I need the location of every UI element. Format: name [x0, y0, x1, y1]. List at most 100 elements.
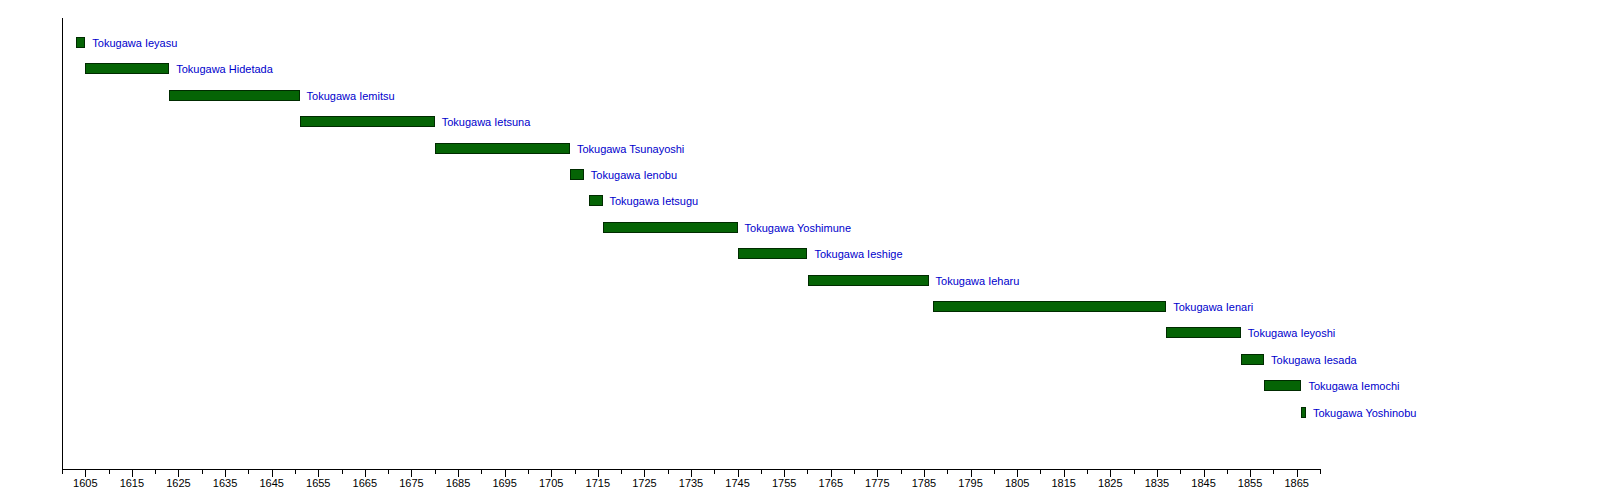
x-axis-tick-label: 1835 — [1145, 477, 1169, 489]
x-axis-major-tick — [272, 470, 273, 477]
x-axis-minor-tick — [481, 470, 482, 474]
x-axis-major-tick — [924, 470, 925, 477]
x-axis-tick-label: 1615 — [120, 477, 144, 489]
x-axis-tick-label: 1815 — [1051, 477, 1075, 489]
reign-bar — [435, 143, 570, 154]
reign-label[interactable]: Tokugawa Iesada — [1271, 355, 1357, 366]
reign-bar — [1301, 407, 1306, 418]
x-axis-major-tick — [1297, 470, 1298, 477]
x-axis-minor-tick — [668, 470, 669, 474]
x-axis-tick-label: 1805 — [1005, 477, 1029, 489]
reign-label[interactable]: Tokugawa Iemochi — [1308, 381, 1399, 392]
reign-label[interactable]: Tokugawa Ieyasu — [92, 38, 177, 49]
reign-label[interactable]: Tokugawa Tsunayoshi — [577, 144, 684, 155]
x-axis-major-tick — [644, 470, 645, 477]
x-axis-minor-tick — [295, 470, 296, 474]
x-axis-major-tick — [1250, 470, 1251, 477]
x-axis-tick-label: 1715 — [586, 477, 610, 489]
x-axis-minor-tick — [854, 470, 855, 474]
reign-label[interactable]: Tokugawa Ietsugu — [610, 196, 699, 207]
reign-label[interactable]: Tokugawa Ieshige — [815, 249, 903, 260]
y-axis-spine — [62, 18, 63, 469]
reign-bar — [603, 222, 738, 233]
x-axis-tick-label: 1735 — [679, 477, 703, 489]
x-axis-tick-label: 1775 — [865, 477, 889, 489]
reign-bar — [808, 275, 929, 286]
x-axis-major-tick — [85, 470, 86, 477]
x-axis-tick-label: 1865 — [1284, 477, 1308, 489]
reign-label[interactable]: Tokugawa Ieharu — [936, 276, 1020, 287]
x-axis-major-tick — [365, 470, 366, 477]
x-axis-tick-label: 1765 — [819, 477, 843, 489]
x-axis-minor-tick — [109, 470, 110, 474]
x-axis-minor-tick — [1087, 470, 1088, 474]
x-axis-minor-tick — [761, 470, 762, 474]
reign-bar — [570, 169, 584, 180]
tokugawa-shogun-timeline-chart: 1605 1615 1625 1635 1645 1655 1665 1675 1685 1695… — [0, 0, 1600, 500]
reign-bar — [933, 301, 1166, 312]
x-axis-minor-tick — [947, 470, 948, 474]
x-axis-major-tick — [1157, 470, 1158, 477]
reign-bar — [1241, 354, 1264, 365]
x-axis-tick-label: 1825 — [1098, 477, 1122, 489]
x-axis-minor-tick — [575, 470, 576, 474]
reign-label[interactable]: Tokugawa Hidetada — [176, 64, 273, 75]
x-axis-major-tick — [1064, 470, 1065, 477]
x-axis-tick-label: 1695 — [492, 477, 516, 489]
x-axis-major-tick — [458, 470, 459, 477]
x-axis-minor-tick — [248, 470, 249, 474]
x-axis-major-tick — [877, 470, 878, 477]
x-axis-major-tick — [1204, 470, 1205, 477]
reign-bar — [85, 63, 169, 74]
reign-bar — [300, 116, 435, 127]
x-axis-tick-label: 1725 — [632, 477, 656, 489]
x-axis-major-tick — [598, 470, 599, 477]
x-axis-major-tick — [831, 470, 832, 477]
x-axis-tick-label: 1635 — [213, 477, 237, 489]
x-axis-tick-label: 1605 — [73, 477, 97, 489]
x-axis-minor-tick — [62, 470, 63, 474]
reign-label[interactable]: Tokugawa Ieyoshi — [1248, 328, 1335, 339]
x-axis-minor-tick — [528, 470, 529, 474]
x-axis-minor-tick — [1040, 470, 1041, 474]
reign-bar — [1166, 327, 1241, 338]
reign-bar — [169, 90, 300, 101]
reign-label[interactable]: Tokugawa Ienobu — [591, 170, 677, 181]
reign-label[interactable]: Tokugawa Yoshimune — [745, 223, 851, 234]
x-axis-tick-label: 1755 — [772, 477, 796, 489]
x-axis-minor-tick — [994, 470, 995, 474]
x-axis-tick-label: 1845 — [1191, 477, 1215, 489]
x-axis-minor-tick — [202, 470, 203, 474]
x-axis-tick-label: 1625 — [166, 477, 190, 489]
reign-label[interactable]: Tokugawa Iemitsu — [307, 91, 395, 102]
x-axis-major-tick — [1017, 470, 1018, 477]
reign-bar — [738, 248, 808, 259]
x-axis-major-tick — [225, 470, 226, 477]
reign-bar — [1264, 380, 1301, 391]
x-axis-major-tick — [178, 470, 179, 477]
x-axis-minor-tick — [1180, 470, 1181, 474]
x-axis-tick-label: 1795 — [958, 477, 982, 489]
x-axis-minor-tick — [1134, 470, 1135, 474]
reign-label[interactable]: Tokugawa Ienari — [1173, 302, 1253, 313]
x-axis-major-tick — [971, 470, 972, 477]
x-axis-tick-label: 1745 — [725, 477, 749, 489]
x-axis-minor-tick — [388, 470, 389, 474]
x-axis-major-tick — [551, 470, 552, 477]
x-axis-major-tick — [784, 470, 785, 477]
x-axis-tick-label: 1685 — [446, 477, 470, 489]
x-axis-tick-label: 1655 — [306, 477, 330, 489]
x-axis-tick-label: 1705 — [539, 477, 563, 489]
x-axis-tick-label: 1665 — [353, 477, 377, 489]
reign-bar — [76, 37, 85, 48]
x-axis-minor-tick — [1320, 470, 1321, 474]
reign-label[interactable]: Tokugawa Yoshinobu — [1313, 408, 1416, 419]
x-axis-major-tick — [132, 470, 133, 477]
x-axis-major-tick — [691, 470, 692, 477]
x-axis-minor-tick — [807, 470, 808, 474]
x-axis-tick-label: 1855 — [1238, 477, 1262, 489]
x-axis-tick-label: 1645 — [259, 477, 283, 489]
x-axis-tick-label: 1675 — [399, 477, 423, 489]
reign-label[interactable]: Tokugawa Ietsuna — [442, 117, 531, 128]
x-axis-minor-tick — [621, 470, 622, 474]
